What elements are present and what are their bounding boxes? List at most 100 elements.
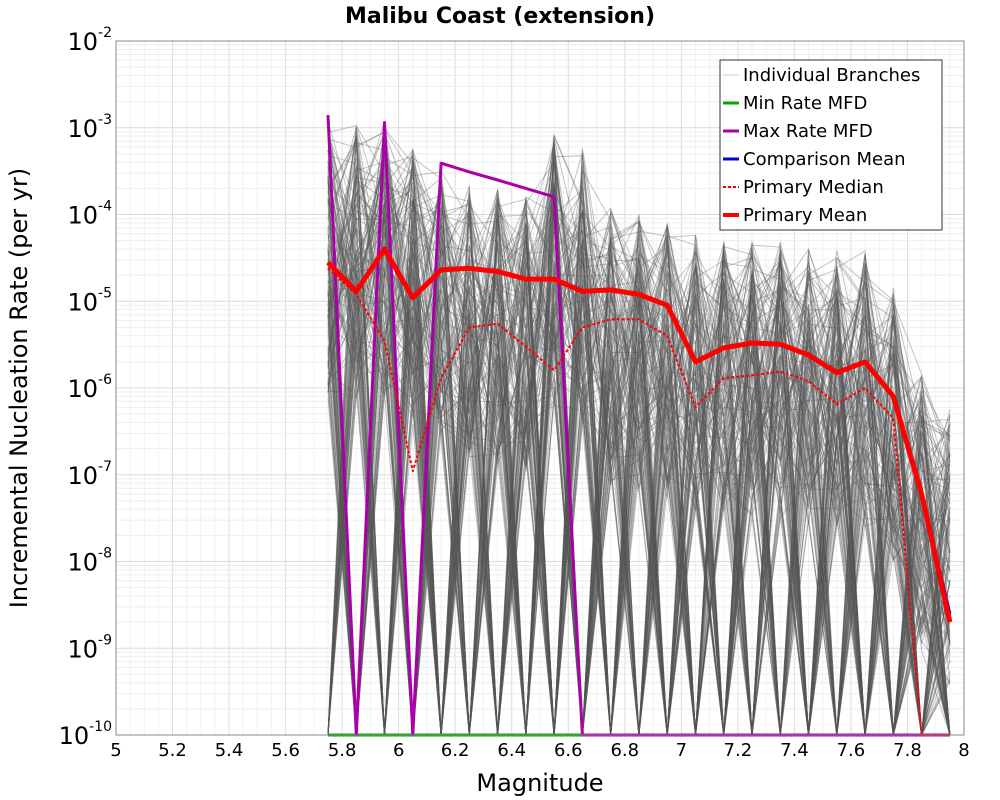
branch-line bbox=[327, 175, 951, 736]
branch-line bbox=[327, 150, 951, 736]
legend-label: Individual Branches bbox=[743, 65, 920, 86]
series-primary-median bbox=[327, 267, 950, 736]
legend-box bbox=[719, 59, 943, 231]
branch-line bbox=[327, 231, 951, 736]
series-primary-mean bbox=[326, 246, 953, 623]
y-tick-label: 10-6 bbox=[67, 372, 112, 403]
x-axis-label: Magnitude bbox=[476, 769, 603, 797]
branch-line bbox=[327, 188, 951, 736]
branch-line bbox=[327, 199, 951, 736]
branch-line bbox=[327, 176, 951, 737]
branch-line bbox=[327, 136, 951, 736]
branch-line bbox=[327, 182, 951, 736]
x-tick-label: 8 bbox=[958, 740, 969, 761]
branch-line bbox=[327, 149, 951, 736]
branch-line bbox=[327, 196, 951, 736]
branch-line bbox=[327, 190, 951, 736]
branch-line bbox=[327, 220, 951, 736]
branch-line bbox=[327, 128, 951, 736]
branch-line bbox=[327, 157, 951, 736]
branch-line bbox=[327, 152, 950, 736]
y-tick-label: 10-8 bbox=[67, 546, 112, 577]
branch-line bbox=[327, 216, 951, 736]
y-axis-label: Incremental Nucleation Rate (per yr) bbox=[5, 168, 33, 608]
branch-line bbox=[327, 127, 951, 736]
branch-line bbox=[327, 148, 951, 736]
branch-line bbox=[328, 166, 951, 736]
x-tick-label: 7.8 bbox=[893, 740, 922, 761]
branch-line bbox=[327, 132, 951, 736]
x-tick-label: 7 bbox=[676, 740, 687, 761]
chart-title: Malibu Coast (extension) bbox=[345, 4, 655, 29]
branch-line bbox=[327, 181, 951, 736]
branch-line bbox=[327, 224, 951, 736]
x-tick-label: 5 bbox=[110, 740, 121, 761]
x-tick-label: 5.2 bbox=[158, 740, 187, 761]
branch-line bbox=[327, 187, 951, 736]
branch-line bbox=[328, 176, 951, 736]
y-tick-label: 10-7 bbox=[67, 459, 112, 490]
branch-line bbox=[328, 184, 951, 736]
branch-line bbox=[327, 165, 951, 736]
branch-line bbox=[327, 127, 951, 736]
y-tick-label: 10-5 bbox=[67, 285, 112, 316]
branch-line bbox=[327, 135, 951, 736]
legend-label: Max Rate MFD bbox=[743, 121, 873, 142]
branch-line bbox=[327, 154, 951, 736]
individual-branches bbox=[327, 120, 951, 737]
branch-line bbox=[327, 204, 951, 736]
branch-line bbox=[327, 136, 951, 736]
branch-line bbox=[327, 141, 951, 736]
branch-line bbox=[327, 142, 951, 736]
branch-line bbox=[327, 228, 951, 736]
branch-line bbox=[327, 170, 951, 736]
branch-line bbox=[327, 167, 951, 736]
branch-line bbox=[328, 127, 951, 736]
branch-line bbox=[327, 146, 951, 736]
branch-line bbox=[327, 199, 951, 736]
x-tick-label: 5.4 bbox=[215, 740, 244, 761]
branch-line bbox=[327, 176, 951, 736]
x-tick-label: 5.8 bbox=[328, 740, 357, 761]
x-tick-label: 6.8 bbox=[610, 740, 639, 761]
branch-line bbox=[327, 177, 951, 736]
branch-line bbox=[327, 161, 951, 736]
branch-line bbox=[327, 241, 951, 736]
branch-line bbox=[327, 149, 951, 736]
branch-line bbox=[327, 210, 951, 736]
branch-line bbox=[327, 157, 951, 736]
y-tick-labels: 10-10 10-9 10-8 10-7 10-6 10-5 10-4 10-3 10-2 bbox=[59, 25, 113, 750]
grid bbox=[115, 41, 965, 736]
branch-line bbox=[327, 174, 951, 736]
branch-line bbox=[327, 180, 951, 736]
branch-line bbox=[327, 128, 951, 736]
branch-line bbox=[327, 149, 951, 736]
branch-line bbox=[327, 199, 950, 736]
x-tick-label: 6.2 bbox=[441, 740, 470, 761]
branch-line bbox=[327, 243, 951, 736]
x-tick-labels: 5 5.2 5.4 5.6 5.8 6 6.2 6.4 6.6 6.8 7 7.2 7.4 7.6 7.8 8 bbox=[110, 740, 969, 761]
branch-line bbox=[327, 189, 951, 736]
branch-line bbox=[327, 185, 951, 736]
branch-line bbox=[327, 156, 951, 736]
y-tick-label: 10-9 bbox=[67, 632, 112, 663]
branch-line bbox=[327, 159, 951, 736]
branch-line bbox=[327, 198, 950, 736]
branch-line bbox=[327, 125, 951, 736]
branch-line bbox=[327, 185, 951, 736]
x-tick-label: 7.2 bbox=[724, 740, 753, 761]
branch-line bbox=[327, 150, 950, 736]
branch-line bbox=[327, 193, 951, 736]
x-tick-label: 6 bbox=[393, 740, 404, 761]
branch-line bbox=[327, 158, 950, 736]
branch-line bbox=[327, 235, 951, 736]
branch-line bbox=[327, 162, 951, 736]
branch-line bbox=[327, 188, 951, 736]
branch-line bbox=[327, 191, 951, 736]
y-tick-label: 10-2 bbox=[67, 25, 112, 56]
branch-line bbox=[327, 172, 951, 736]
branch-line bbox=[327, 211, 951, 736]
x-tick-label: 7.6 bbox=[837, 740, 866, 761]
